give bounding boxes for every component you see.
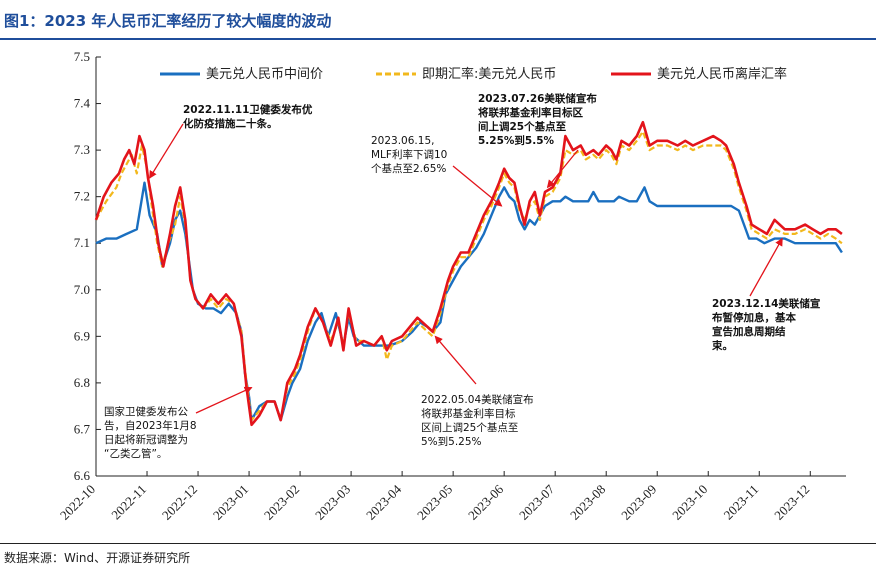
y-tick-label: 6.9 bbox=[74, 328, 90, 343]
annotation-ann1-line: 化防疫措施二十条。 bbox=[183, 117, 278, 130]
y-tick-label: 7.5 bbox=[74, 49, 90, 64]
x-tick-label: 2022-12 bbox=[159, 482, 200, 523]
annotation-ann4-line: “乙类乙管”。 bbox=[104, 447, 167, 460]
annotation-ann4-line: 日起将新冠调整为 bbox=[104, 433, 188, 446]
bottom-rule bbox=[0, 543, 876, 544]
annotation-ann3-line: 2023.07.26美联储宣布 bbox=[478, 92, 597, 105]
annotation-ann5-line: 区间上调25个基点至 bbox=[421, 421, 518, 434]
annotation-ann1-line: 2022.11.11卫健委发布优 bbox=[183, 103, 313, 116]
x-tick-label: 2023-11 bbox=[720, 482, 761, 523]
series-lines bbox=[94, 120, 843, 427]
annotation-ann3-line: 将联邦基金利率目标区 bbox=[478, 106, 583, 119]
annotation-arrow bbox=[546, 149, 579, 189]
y-tick-label: 6.6 bbox=[74, 468, 91, 483]
y-tick-label: 6.7 bbox=[74, 421, 91, 436]
x-tick-label: 2023-08 bbox=[567, 482, 608, 523]
source-note: 数据来源：Wind、开源证券研究所 bbox=[4, 551, 191, 565]
annotation-ann5-line: 2022.05.04美联储宣布 bbox=[421, 393, 534, 406]
annotation-ann3-line: 间上调25个基点至 bbox=[478, 120, 567, 133]
annotation-ann2-line: 个基点至2.65% bbox=[371, 162, 446, 175]
annotation-ann4-line: 国家卫健委发布公 bbox=[104, 405, 188, 418]
x-tick-label: 2023-09 bbox=[618, 482, 659, 523]
x-tick-label: 2023-01 bbox=[210, 482, 251, 523]
x-tick-label: 2023-03 bbox=[312, 482, 353, 523]
y-tick-label: 7.3 bbox=[74, 142, 90, 157]
x-tick-label: 2023-04 bbox=[363, 481, 405, 523]
x-tick-label: 2023-05 bbox=[414, 482, 455, 523]
annotation-arrow bbox=[452, 165, 503, 207]
x-tick-label: 2022-10 bbox=[57, 482, 98, 523]
legend: 美元兑人民币中间价 即期汇率:美元兑人民币 美元兑人民币离岸汇率 bbox=[160, 66, 787, 82]
y-tick-label: 7.2 bbox=[74, 189, 90, 204]
series-line-3 bbox=[94, 120, 843, 427]
annotation-ann3-line: 5.25%到5.5% bbox=[478, 134, 555, 147]
title-rule bbox=[0, 38, 876, 40]
annotation-ann2-line: MLF利率下调10 bbox=[371, 148, 447, 161]
x-tick-label: 2022-11 bbox=[108, 482, 149, 523]
x-tick-label: 2023-10 bbox=[669, 482, 710, 523]
annotation-ann6-line: 布暂停加息，基本 bbox=[712, 311, 796, 324]
annotation-ann6-line: 束。 bbox=[712, 339, 733, 352]
legend-label-1: 美元兑人民币中间价 bbox=[206, 67, 323, 82]
annotation-ann6-line: 宣告加息周期结 bbox=[712, 325, 786, 338]
x-tick-label: 2023-12 bbox=[771, 482, 812, 523]
annotation-ann2-line: 2023.06.15, bbox=[371, 135, 434, 147]
y-tick-label: 7.1 bbox=[74, 235, 90, 250]
annotation-ann5-line: 将联邦基金利率目标 bbox=[421, 407, 516, 420]
series-line-2 bbox=[95, 130, 843, 422]
figure-title: 图1：2023 年人民币汇率经历了较大幅度的波动 bbox=[4, 12, 332, 30]
y-tick-label: 7.4 bbox=[74, 96, 91, 111]
annotation-arrow bbox=[749, 237, 783, 297]
annotation-ann4-line: 告，自2023年1月8 bbox=[104, 419, 197, 432]
x-tick-label: 2023-06 bbox=[465, 481, 507, 523]
x-tick-label: 2023-07 bbox=[516, 481, 558, 523]
x-tick-label: 2023-02 bbox=[261, 482, 302, 523]
annotation-arrow bbox=[195, 386, 253, 414]
legend-label-2: 即期汇率:美元兑人民币 bbox=[422, 66, 556, 82]
annotation-arrow bbox=[434, 335, 477, 385]
series-line-1 bbox=[95, 181, 843, 422]
y-tick-label: 7.0 bbox=[74, 282, 90, 297]
legend-label-3: 美元兑人民币离岸汇率 bbox=[657, 66, 787, 82]
annotation-arrow bbox=[149, 123, 184, 179]
annotation-ann5-line: 5%到5.25% bbox=[421, 436, 482, 448]
annotation-ann6-line: 2023.12.14美联储宣 bbox=[712, 297, 821, 310]
y-tick-label: 6.8 bbox=[74, 375, 90, 390]
